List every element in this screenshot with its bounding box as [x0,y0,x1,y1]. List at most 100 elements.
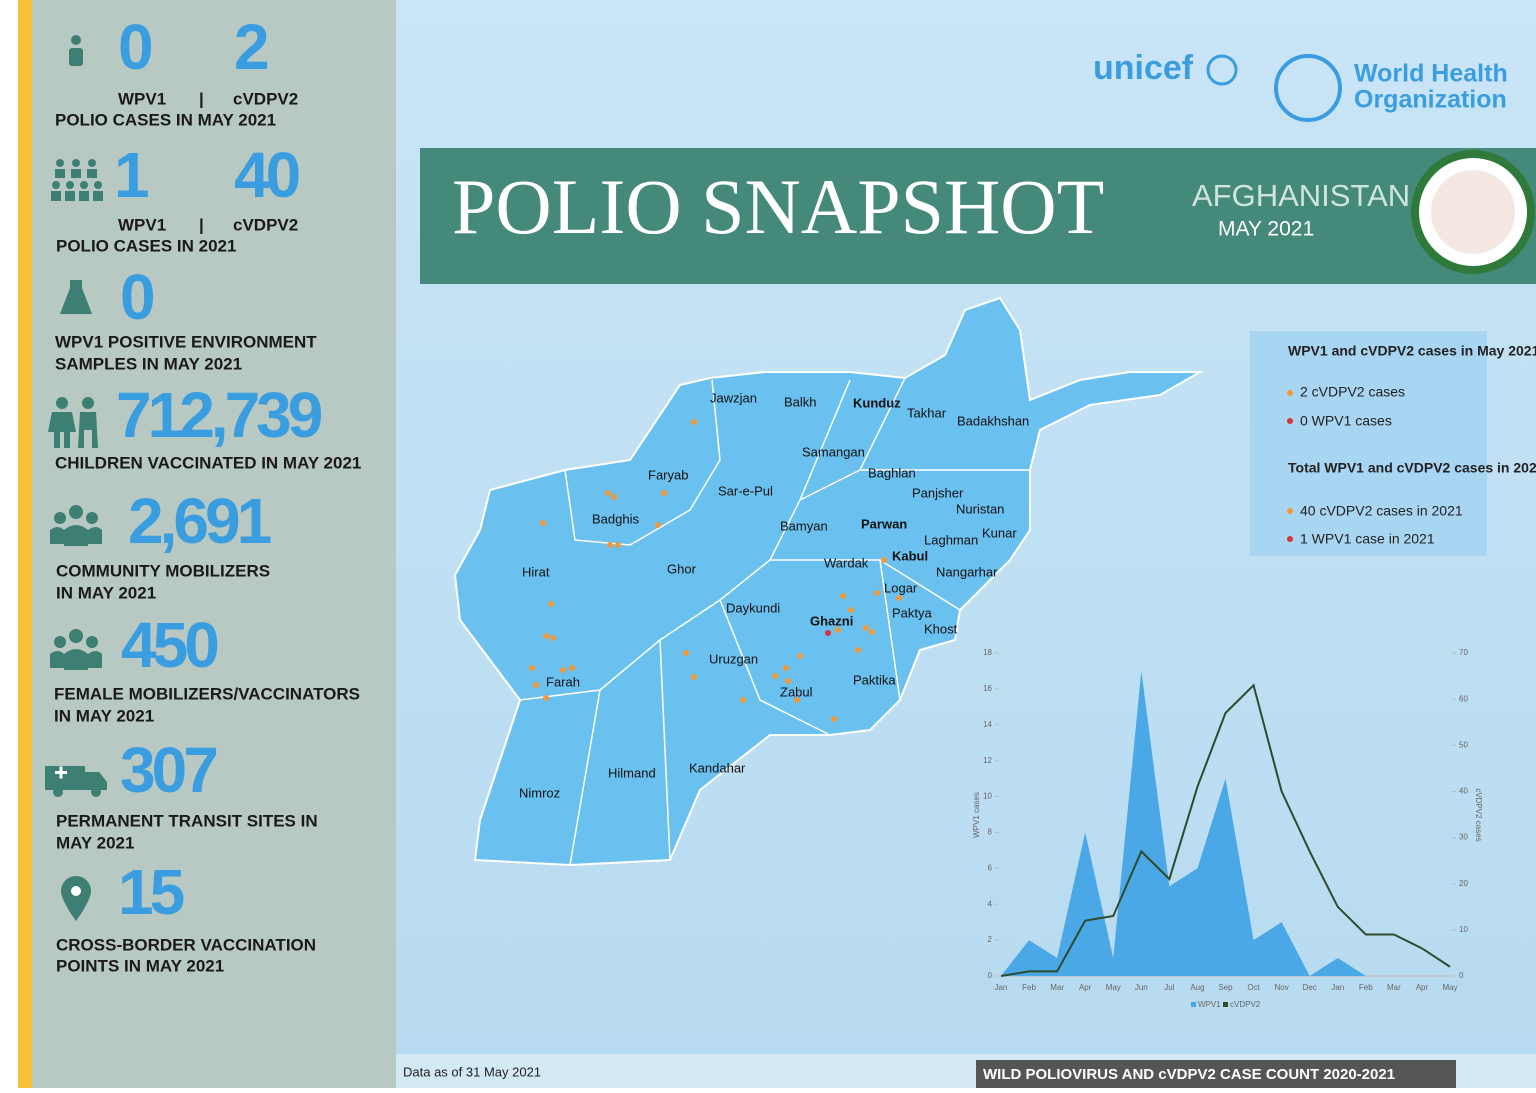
legend-box [1250,331,1487,556]
x-tick-label: Sep [1218,983,1233,992]
province-label: Baghlan [868,465,916,480]
province-label: Kunar [982,525,1017,540]
x-tick-label: Jun [1135,983,1148,992]
x-tick-label: Mar [1387,983,1401,992]
y2-tick-label: 30 [1459,833,1468,842]
margin [0,0,18,1088]
case-dot [874,590,880,596]
legend-dot [1287,390,1293,396]
x-tick-label: Jan [1331,983,1344,992]
unicef-logo: unicef [1093,49,1194,87]
chart-title: WILD POLIOVIRUS AND cVDPV2 CASE COUNT 20… [983,1066,1395,1083]
stat-value: 15 [118,856,184,928]
province-label: Nuristan [956,501,1004,516]
stat-label: POLIO CASES IN 2021 [56,236,236,255]
province-label: Samangan [802,444,865,459]
province-label: Kandahar [689,760,746,775]
case-dot [835,627,841,633]
seal-inner [1431,170,1515,254]
legend-swatch [1191,1002,1196,1007]
province-label: Wardak [824,555,869,570]
legend-dot [1287,418,1293,424]
case-dot [529,665,535,671]
province-label: Badghis [592,511,639,526]
case-dot [611,494,617,500]
legend-label: cVDPV2 [1230,1000,1261,1009]
province-label: Paktya [892,605,933,620]
stat-label: POLIO CASES IN MAY 2021 [55,110,276,129]
stat-value: 1 [114,139,148,211]
x-tick-label: Feb [1022,983,1036,992]
case-dot [881,557,887,563]
y2-tick-label: 40 [1459,787,1468,796]
x-tick-label: May [1442,983,1457,992]
x-tick-label: Oct [1247,983,1260,992]
y-tick-label: 0 [988,971,993,980]
country: AFGHANISTAN [1192,178,1410,213]
case-dot [543,633,549,639]
y-tick-label: 8 [988,828,993,837]
stat-value: 307 [120,734,216,806]
legend-label: WPV1 [1198,1000,1221,1009]
y2-tick-label: 70 [1459,648,1468,657]
title: POLIO SNAPSHOT [452,163,1104,250]
x-tick-label: Nov [1275,983,1289,992]
province-label: Ghor [667,561,697,576]
stat-value: 2 [234,11,268,83]
stat-sublabel: cVDPV2 [233,89,298,108]
legend-item: 1 WPV1 case in 2021 [1300,531,1435,547]
legend-item: 2 cVDPV2 cases [1300,384,1405,400]
y-tick-label: 10 [983,792,992,801]
province-label: Zabul [780,684,813,699]
cvdpv2-line [1000,683,1451,977]
stat-value: 712,739 [116,379,322,451]
legend-item: 0 WPV1 cases [1300,413,1392,429]
province-label: Badakhshan [957,413,1029,428]
case-dots [529,419,902,722]
y-tick-label: 14 [983,720,992,729]
province-label: Sar-e-Pul [718,483,773,498]
province-label: Faryab [648,467,688,482]
case-dot [785,678,791,684]
stat-label: IN MAY 2021 [54,706,154,725]
chart-title-box [976,1060,1456,1088]
date: MAY 2021 [1218,218,1314,241]
y2-tick-label: 10 [1459,925,1468,934]
y-tick-label: 12 [983,756,992,765]
case-dot [794,697,800,703]
case-dot [540,520,546,526]
stat-label: COMMUNITY MOBILIZERS [56,561,270,580]
legend-swatch [1223,1002,1228,1007]
province-label: Laghman [924,532,978,547]
case-dot [607,542,613,548]
case-dot [550,635,556,641]
y-tick-label: 16 [983,684,992,693]
stat-value: 40 [234,139,299,211]
province-label: Logar [884,580,918,595]
stat-sublabel: cVDPV2 [233,215,298,234]
stat-sublabel: | [199,215,204,234]
stat-value: 2,691 [128,485,271,557]
x-tick-label: Dec [1303,983,1317,992]
x-tick-label: Jan [995,983,1008,992]
province-label: Hirat [522,564,550,579]
banner [420,148,1536,284]
y-tick-label: 2 [988,935,993,944]
x-tick-label: Feb [1359,983,1373,992]
province-label: Ghazni [810,613,853,628]
who-logo: Organization [1354,86,1507,114]
case-dot [691,419,697,425]
case-dot [855,647,861,653]
y2-tick-label: 60 [1459,694,1468,703]
case-dot [548,601,554,607]
stat-label: MAY 2021 [56,833,134,852]
case-dot [797,653,803,659]
wpv1-area [1001,670,1450,976]
y-tick-label: 18 [983,648,992,657]
y-axis-label: WPV1 cases [972,792,981,838]
x-tick-label: Aug [1190,983,1204,992]
case-dot [691,674,697,680]
stat-label: SAMPLES IN MAY 2021 [55,354,242,373]
y2-tick-label: 50 [1459,740,1468,749]
stat-label: FEMALE MOBILIZERS/VACCINATORS [54,684,360,703]
